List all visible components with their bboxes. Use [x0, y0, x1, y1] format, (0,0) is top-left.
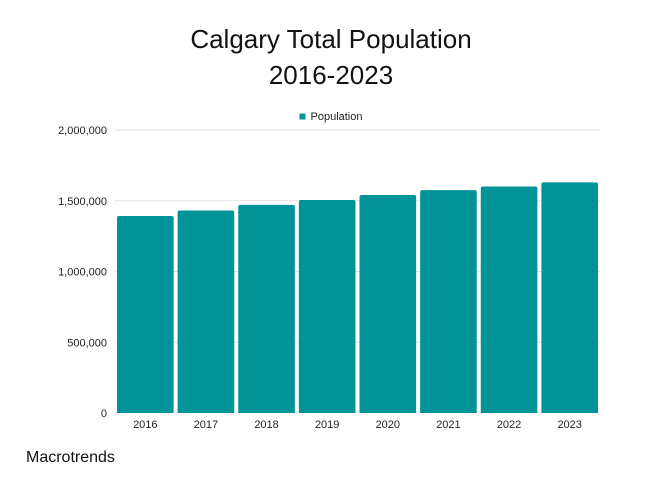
legend-item: Population [299, 111, 363, 123]
bar-2019 [298, 200, 356, 413]
chart-title-line-1: Calgary Total Population [190, 24, 472, 54]
x-tick-label-2020: 2020 [376, 419, 400, 431]
bars [117, 182, 598, 413]
chart-title-line-2: 2016-2023 [268, 60, 394, 90]
bar-2017 [177, 210, 235, 413]
y-tick-label: 500,000 [67, 337, 107, 349]
y-tick-label: 1,000,000 [58, 267, 107, 279]
x-tick-label-2019: 2019 [315, 419, 339, 431]
legend-label: Population [311, 111, 363, 123]
x-tick-label-2022: 2022 [497, 419, 521, 431]
x-tick-label-2023: 2023 [557, 419, 581, 431]
bar-2023 [541, 182, 598, 413]
bar-2022 [480, 186, 538, 413]
y-tick-label: 2,000,000 [58, 125, 107, 137]
y-tick-label: 0 [101, 408, 107, 420]
x-tick-label-2017: 2017 [194, 419, 218, 431]
y-axis-ticks: 0 500,000 1,000,000 1,500,000 2,000,000 [58, 125, 107, 420]
x-axis-ticks: 2016 2017 2018 2019 2020 2021 2022 2023 [133, 419, 582, 431]
x-tick-label-2016: 2016 [133, 419, 157, 431]
x-tick-label-2018: 2018 [254, 419, 278, 431]
bar-2018 [238, 204, 295, 413]
watermark-text: Macrotrends [26, 449, 115, 466]
legend: Population [299, 111, 363, 123]
legend-swatch [299, 113, 306, 120]
x-tick-label-2021: 2021 [436, 419, 460, 431]
bar-2020 [359, 194, 417, 413]
y-tick-label: 1,500,000 [58, 196, 107, 208]
bar-2016 [117, 216, 174, 413]
bar-2021 [420, 190, 477, 413]
